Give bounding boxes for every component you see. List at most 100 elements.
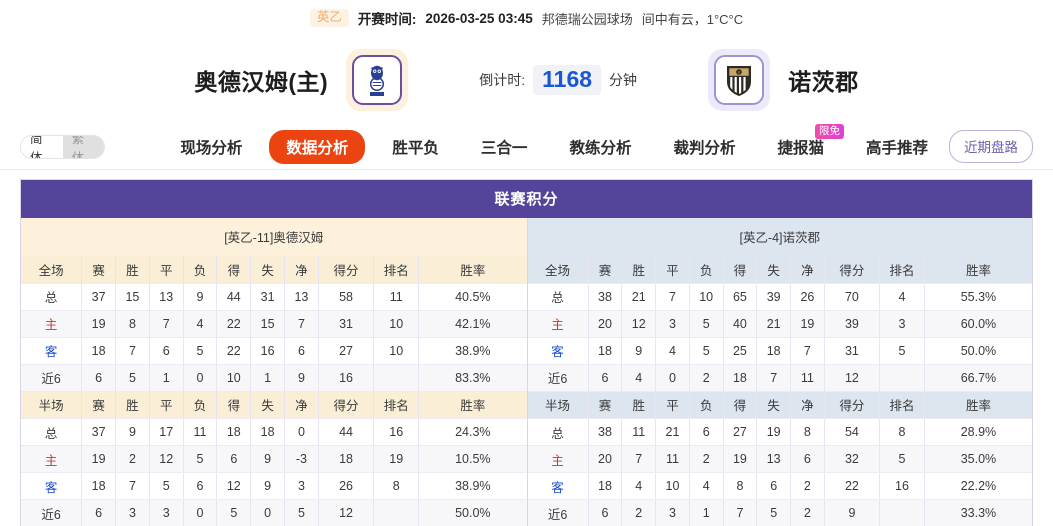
- column-header: 排名: [373, 256, 420, 284]
- table-cell: 2: [790, 499, 825, 526]
- table-row: 客 18 7 5 6 12 9 3 26 8 38.9%: [21, 472, 527, 500]
- lang-simplified-option[interactable]: 简体: [21, 135, 63, 158]
- table-cell: 3: [284, 472, 319, 500]
- column-header: 净: [790, 391, 825, 419]
- table-cell: 2: [689, 364, 724, 392]
- table-cell: 50.0%: [418, 499, 527, 526]
- table-row: 近6 6 2 3 1 7 5 2 9 33.3%: [527, 499, 1032, 526]
- table-cell: 22: [216, 310, 252, 338]
- column-header: 负: [689, 256, 724, 284]
- table-cell: 6: [183, 472, 218, 500]
- table-cell: 9: [250, 445, 286, 473]
- table-cell: 70: [824, 283, 881, 311]
- column-header-scope: 半场: [21, 391, 83, 419]
- table-cell: 8: [115, 310, 150, 338]
- home-team-name: 奥德汉姆(主): [194, 69, 329, 95]
- table-cell: 38: [588, 418, 623, 446]
- table-cell: 5: [149, 472, 184, 500]
- table-cell: 18: [81, 337, 117, 365]
- table-cell: 18: [318, 445, 375, 473]
- tab-jiebao-cat[interactable]: 捷报猫 限免: [756, 123, 845, 158]
- row-label: 总: [527, 283, 589, 311]
- row-label: 总: [21, 283, 83, 311]
- tab-three-in-one[interactable]: 三合一: [480, 139, 528, 157]
- tab-data-analysis[interactable]: 数据分析: [269, 129, 366, 164]
- language-toggle[interactable]: 简体 繁体: [20, 134, 106, 159]
- table-cell: 11: [373, 283, 420, 311]
- table-cell: 7: [115, 337, 150, 365]
- table-cell: 18: [216, 418, 252, 446]
- away-team-block[interactable]: 8 诺茨郡: [708, 49, 859, 111]
- table-cell: 22: [824, 472, 881, 500]
- table-cell: 39: [824, 310, 881, 338]
- table-cell: 4: [621, 364, 657, 392]
- table-cell: 11: [621, 418, 657, 446]
- table-cell: 17: [149, 418, 184, 446]
- table-cell: 1: [250, 364, 286, 392]
- home-side-title: [英乙-11]奥德汉姆: [21, 218, 527, 256]
- table-row: 主 20 7 11 2 19 13 6 32 5 35.0%: [527, 445, 1032, 473]
- table-cell: 6: [790, 445, 825, 473]
- column-header-scope: 半场: [527, 391, 589, 419]
- table-header-row: 半场赛胜平负得失净得分 排名 胜率: [527, 391, 1032, 419]
- table-cell: 4: [655, 337, 690, 365]
- league-standings-panel: 联赛积分 [英乙-11]奥德汉姆 全场赛胜平负得失净得分 排名 胜率 总 37 15 13…: [20, 179, 1033, 526]
- table-cell: 18: [588, 337, 623, 365]
- svg-text:8: 8: [738, 69, 741, 74]
- tab-referee-analysis[interactable]: 裁判分析: [673, 139, 736, 157]
- table-cell: 12: [824, 364, 881, 392]
- table-cell: 83.3%: [418, 364, 527, 392]
- table-cell: 13: [149, 283, 184, 311]
- lang-traditional-option[interactable]: 繁体: [62, 135, 105, 158]
- navigation-bar: 简体 繁体 现场分析 数据分析 胜平负 三合一 教练分析 裁判分析 捷报猫 限免…: [0, 123, 1053, 170]
- column-header: 净: [284, 256, 319, 284]
- tab-live-analysis[interactable]: 现场分析: [180, 139, 243, 157]
- table-cell: 5: [689, 337, 724, 365]
- table-cell: 10: [216, 364, 252, 392]
- table-cell: 16: [879, 472, 925, 500]
- countdown-value: 1168: [533, 65, 602, 95]
- home-team-block[interactable]: 奥德汉姆(主): [194, 49, 409, 111]
- table-cell: 0: [250, 499, 286, 526]
- table-row: 主 19 2 12 5 6 9 -3 18 19 10.5%: [21, 445, 527, 473]
- table-cell: 18: [588, 472, 623, 500]
- table-cell: 21: [756, 310, 792, 338]
- table-cell: 54: [824, 418, 881, 446]
- column-header: 得分: [318, 256, 375, 284]
- table-cell: 9: [824, 499, 881, 526]
- table-cell: 5: [183, 337, 218, 365]
- table-cell: 31: [318, 310, 375, 338]
- tab-expert-recommend[interactable]: 高手推荐: [865, 139, 928, 157]
- home-standings-side: [英乙-11]奥德汉姆 全场赛胜平负得失净得分 排名 胜率 总 37 15 13 9 44 31…: [21, 218, 527, 526]
- tab-coach-analysis[interactable]: 教练分析: [569, 139, 632, 157]
- table-cell: 27: [318, 337, 375, 365]
- table-cell: 38.9%: [418, 472, 527, 500]
- countdown-block: 倒计时: 1168 分钟: [408, 65, 708, 95]
- table-cell: 5: [756, 499, 792, 526]
- table-cell: 6: [284, 337, 319, 365]
- row-label: 近6: [21, 499, 83, 526]
- table-cell: 13: [284, 283, 319, 311]
- table-cell: 3: [655, 499, 690, 526]
- column-header: 赛: [588, 256, 623, 284]
- table-cell: 44: [216, 283, 252, 311]
- table-cell: 5: [216, 499, 252, 526]
- table-cell: 28.9%: [924, 418, 1032, 446]
- recent-odds-button[interactable]: 近期盘路: [949, 130, 1033, 163]
- table-cell: 5: [689, 310, 724, 338]
- table-cell: 11: [790, 364, 825, 392]
- table-cell: 7: [723, 499, 758, 526]
- table-cell: 0: [183, 499, 218, 526]
- column-header: 赛: [81, 391, 117, 419]
- column-header: 负: [689, 391, 724, 419]
- row-label: 客: [21, 337, 83, 365]
- table-cell: 0: [655, 364, 690, 392]
- column-header: 得分: [318, 391, 375, 419]
- table-cell: 19: [81, 310, 117, 338]
- table-cell: 11: [183, 418, 218, 446]
- table-cell: 7: [115, 472, 150, 500]
- column-header: 排名: [373, 391, 420, 419]
- tab-win-draw-loss[interactable]: 胜平负: [392, 139, 439, 157]
- table-cell: 10: [689, 283, 724, 311]
- league-badge: 英乙: [309, 9, 349, 27]
